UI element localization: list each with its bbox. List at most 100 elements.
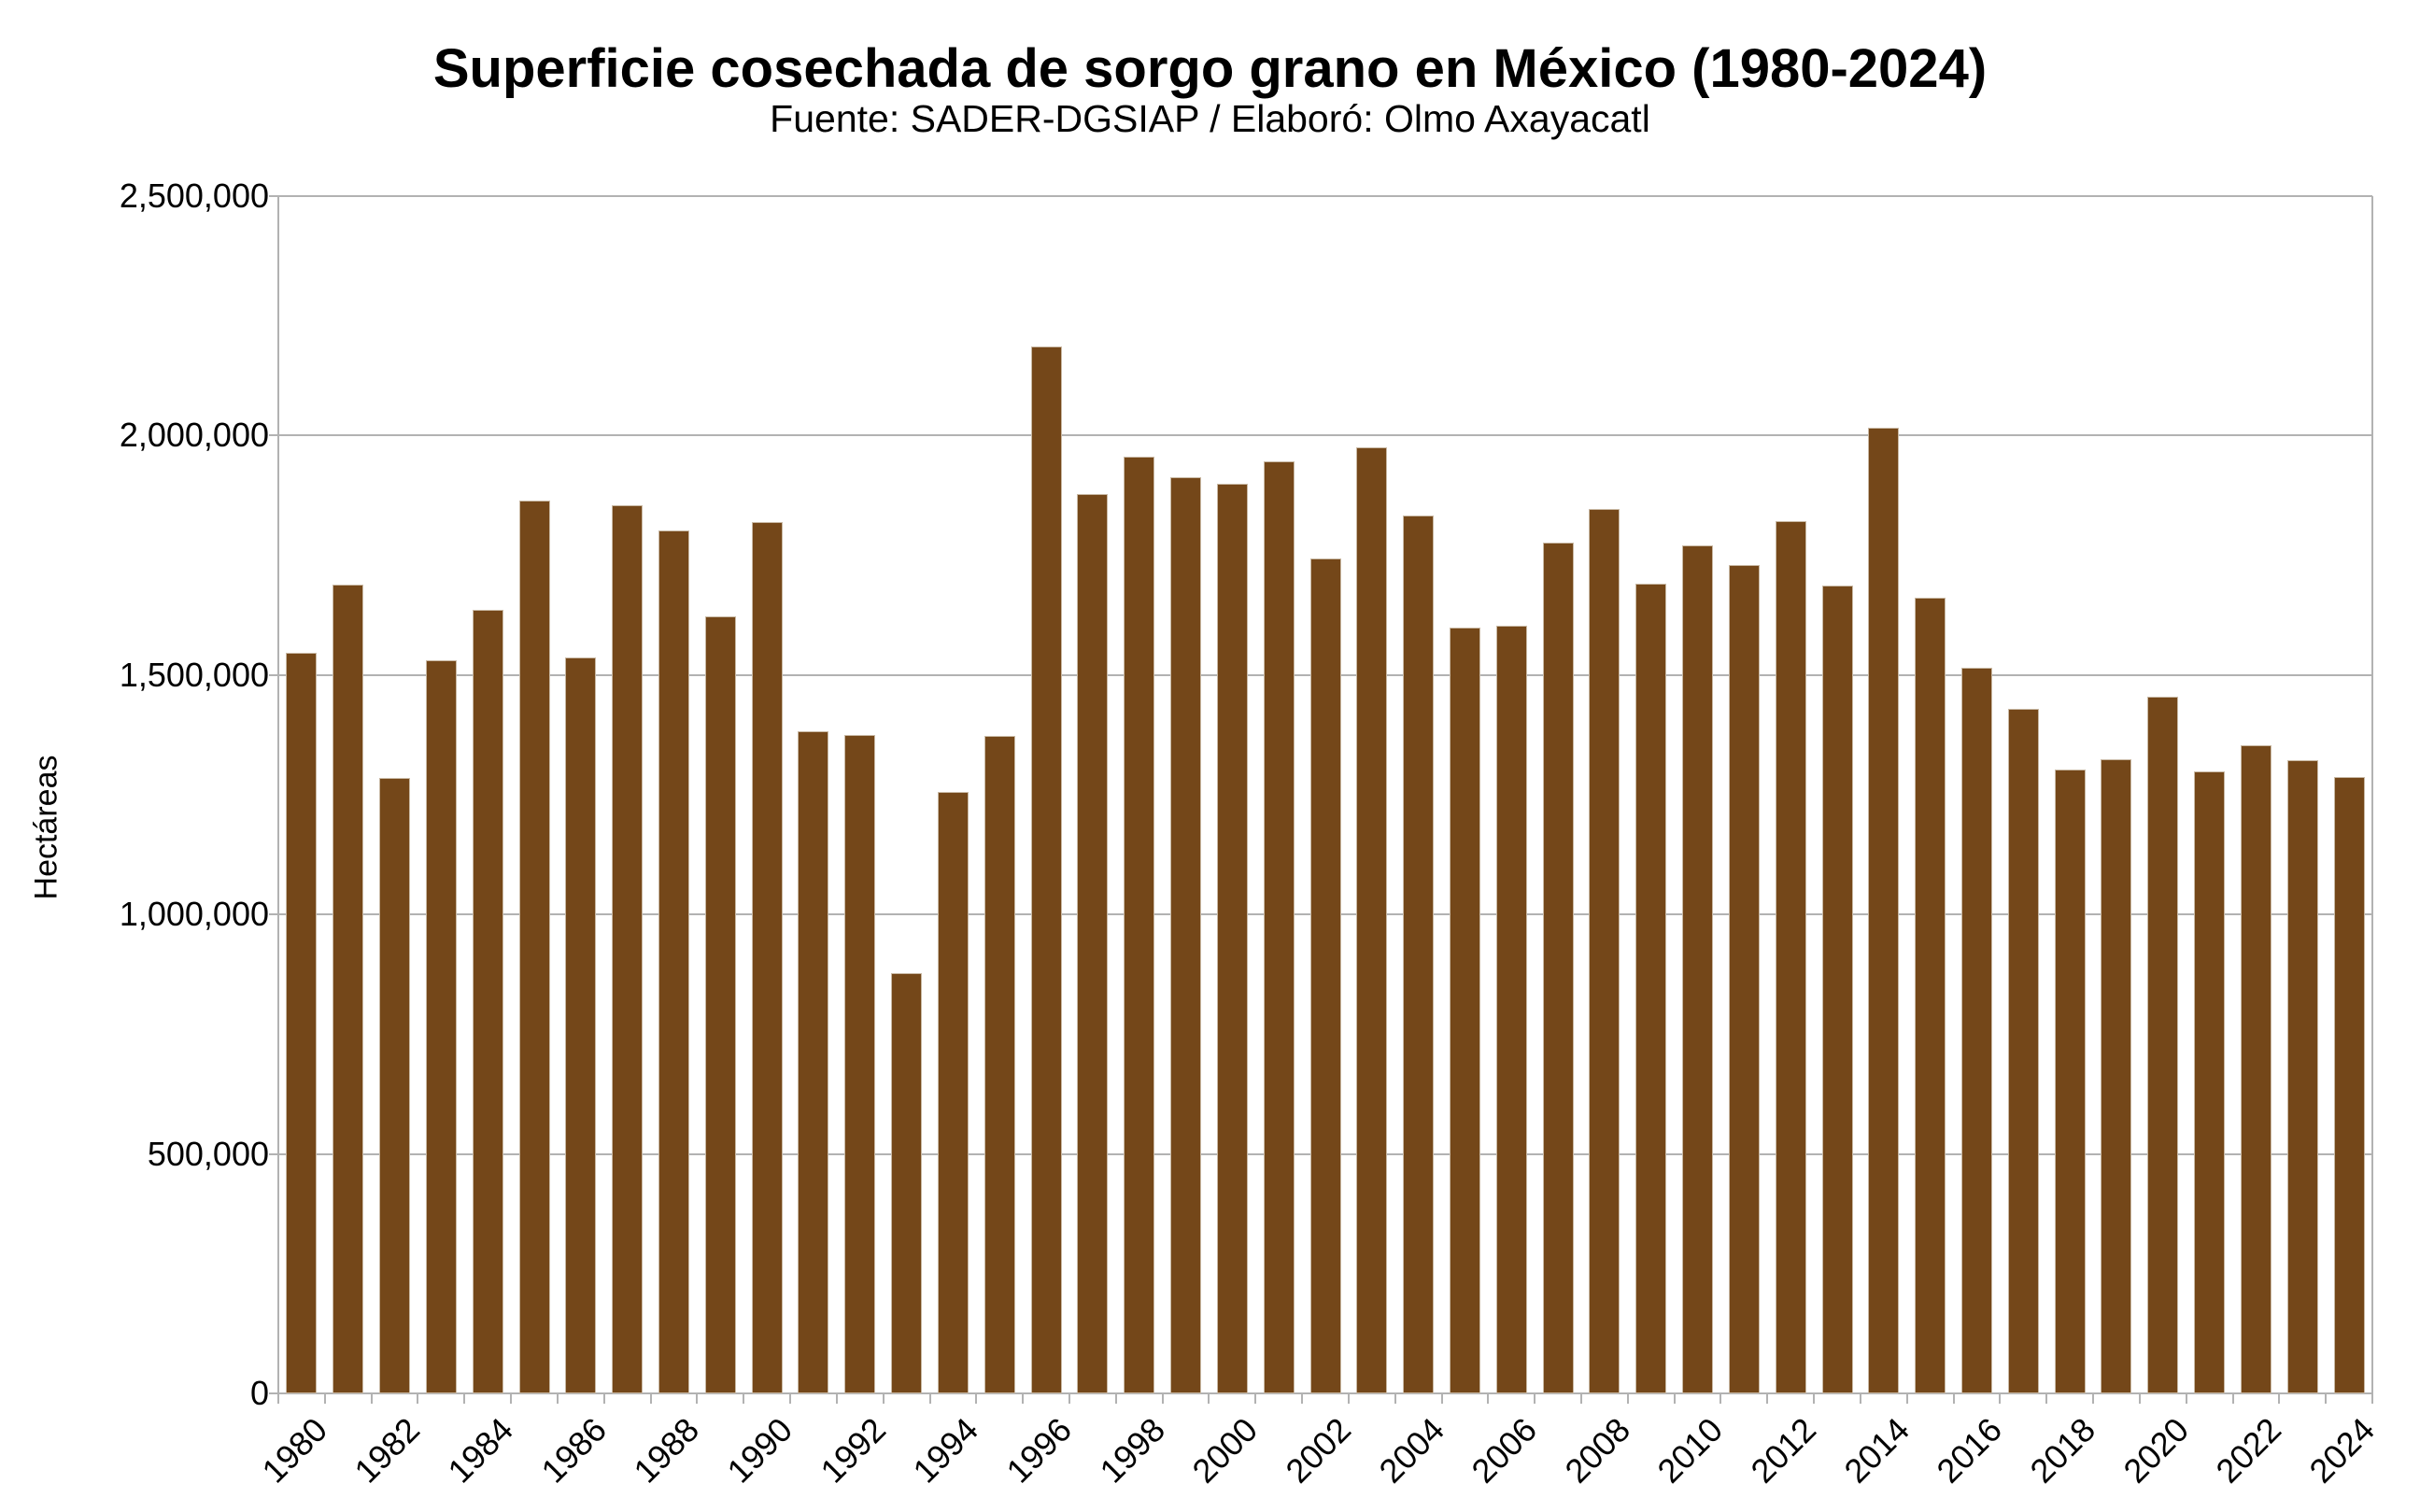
bar-1980 (286, 653, 318, 1393)
x-axis-label: 2002 (1278, 1410, 1358, 1491)
x-tick-mark (882, 1393, 885, 1404)
x-tick-mark (696, 1393, 699, 1404)
bar-1986 (565, 657, 597, 1393)
bar-2002 (1309, 558, 1341, 1393)
bar-1983 (425, 660, 457, 1393)
bar-2023 (2286, 760, 2318, 1393)
bar-2019 (2101, 758, 2132, 1393)
bar-1989 (704, 616, 736, 1393)
bar-1995 (984, 735, 1015, 1393)
x-tick-mark (649, 1393, 652, 1404)
x-tick-mark (1580, 1393, 1583, 1404)
x-tick-mark (1394, 1393, 1396, 1404)
x-tick-mark (1440, 1393, 1443, 1404)
chart-title: Superficie cosechada de sorgo grano en M… (432, 38, 1988, 99)
x-tick-mark (1534, 1393, 1536, 1404)
bar-2007 (1542, 542, 1574, 1393)
bar-1992 (844, 735, 876, 1393)
y-tick-mark (269, 913, 278, 916)
x-tick-mark (277, 1393, 279, 1404)
x-axis-label: 2010 (1649, 1410, 1731, 1491)
x-tick-mark (835, 1393, 838, 1404)
bar-2009 (1635, 583, 1667, 1393)
x-tick-mark (1301, 1393, 1304, 1404)
y-axis-label: 1,000,000 (119, 895, 269, 934)
x-tick-mark (370, 1393, 373, 1404)
x-tick-mark (1626, 1393, 1629, 1404)
x-tick-mark (1114, 1393, 1117, 1404)
bar-1997 (1077, 493, 1109, 1393)
bar-2024 (2333, 776, 2365, 1393)
x-tick-mark (2371, 1393, 2373, 1404)
y-axis-label: 1,500,000 (119, 655, 269, 694)
x-axis-label: 1990 (719, 1410, 800, 1491)
x-axis-label: 2008 (1557, 1410, 1637, 1491)
x-tick-mark (1859, 1393, 1861, 1404)
bar-2021 (2194, 770, 2226, 1393)
y-axis-label: 2,500,000 (119, 177, 269, 215)
y-axis-label: 2,000,000 (119, 416, 269, 455)
bar-2000 (1216, 483, 1248, 1393)
bar-2003 (1356, 447, 1388, 1393)
y-tick-mark (269, 195, 278, 197)
bar-1996 (1030, 346, 1062, 1393)
bar-1993 (891, 972, 923, 1393)
x-tick-mark (2045, 1393, 2048, 1404)
bar-2013 (1821, 585, 1853, 1393)
chart-subtitle: Fuente: SADER-DGSIAP / Elaboró: Olmo Axa… (770, 97, 1650, 140)
y-tick-mark (269, 673, 278, 676)
x-axis-label: 2018 (2022, 1410, 2103, 1491)
bar-1981 (333, 585, 364, 1393)
x-tick-mark (1022, 1393, 1025, 1404)
bar-1994 (937, 792, 969, 1393)
bar-2010 (1682, 545, 1714, 1393)
x-axis-label: 2016 (1929, 1410, 2010, 1491)
plot-left-border (277, 196, 279, 1393)
x-axis-label: 2020 (2116, 1410, 2196, 1491)
bar-1999 (1170, 476, 1202, 1393)
x-tick-mark (1905, 1393, 1908, 1404)
bar-1990 (751, 521, 783, 1393)
y-tick-mark (269, 434, 278, 437)
x-axis-label: 2024 (2301, 1410, 2383, 1491)
x-axis-label: 1986 (533, 1410, 614, 1491)
bar-2011 (1728, 564, 1760, 1393)
bar-2018 (2054, 770, 2086, 1393)
gridline (278, 195, 2372, 197)
x-tick-mark (510, 1393, 513, 1404)
x-tick-mark (1347, 1393, 1350, 1404)
x-tick-mark (2092, 1393, 2095, 1404)
x-axis-label: 2022 (2208, 1410, 2289, 1491)
bar-1988 (658, 530, 689, 1393)
bar-2006 (1495, 626, 1527, 1393)
bar-1987 (612, 504, 644, 1393)
x-tick-mark (1487, 1393, 1490, 1404)
y-tick-mark (269, 1392, 278, 1394)
x-axis-label: 2006 (1464, 1410, 1545, 1491)
x-axis-label: 2014 (1836, 1410, 1917, 1491)
x-axis-label: 2004 (1371, 1410, 1451, 1491)
x-axis-label: 1984 (440, 1410, 521, 1491)
x-axis-label: 1982 (347, 1410, 428, 1491)
plot-right-border (2371, 196, 2373, 1393)
x-tick-mark (1254, 1393, 1257, 1404)
gridline (278, 1392, 2372, 1394)
x-tick-mark (556, 1393, 559, 1404)
y-tick-mark (269, 1152, 278, 1155)
bar-1984 (472, 609, 503, 1393)
x-axis-label: 1994 (905, 1410, 986, 1491)
x-tick-mark (323, 1393, 326, 1404)
x-axis-label: 1988 (626, 1410, 707, 1491)
x-tick-mark (417, 1393, 419, 1404)
x-tick-mark (743, 1393, 745, 1404)
bar-2020 (2147, 696, 2179, 1393)
x-tick-mark (2231, 1393, 2234, 1404)
bar-1985 (518, 501, 550, 1393)
x-tick-mark (789, 1393, 792, 1404)
x-tick-mark (2185, 1393, 2187, 1404)
y-axis-label: 500,000 (147, 1134, 269, 1173)
x-tick-mark (2278, 1393, 2281, 1404)
x-axis-label: 1980 (254, 1410, 334, 1491)
x-tick-mark (602, 1393, 605, 1404)
